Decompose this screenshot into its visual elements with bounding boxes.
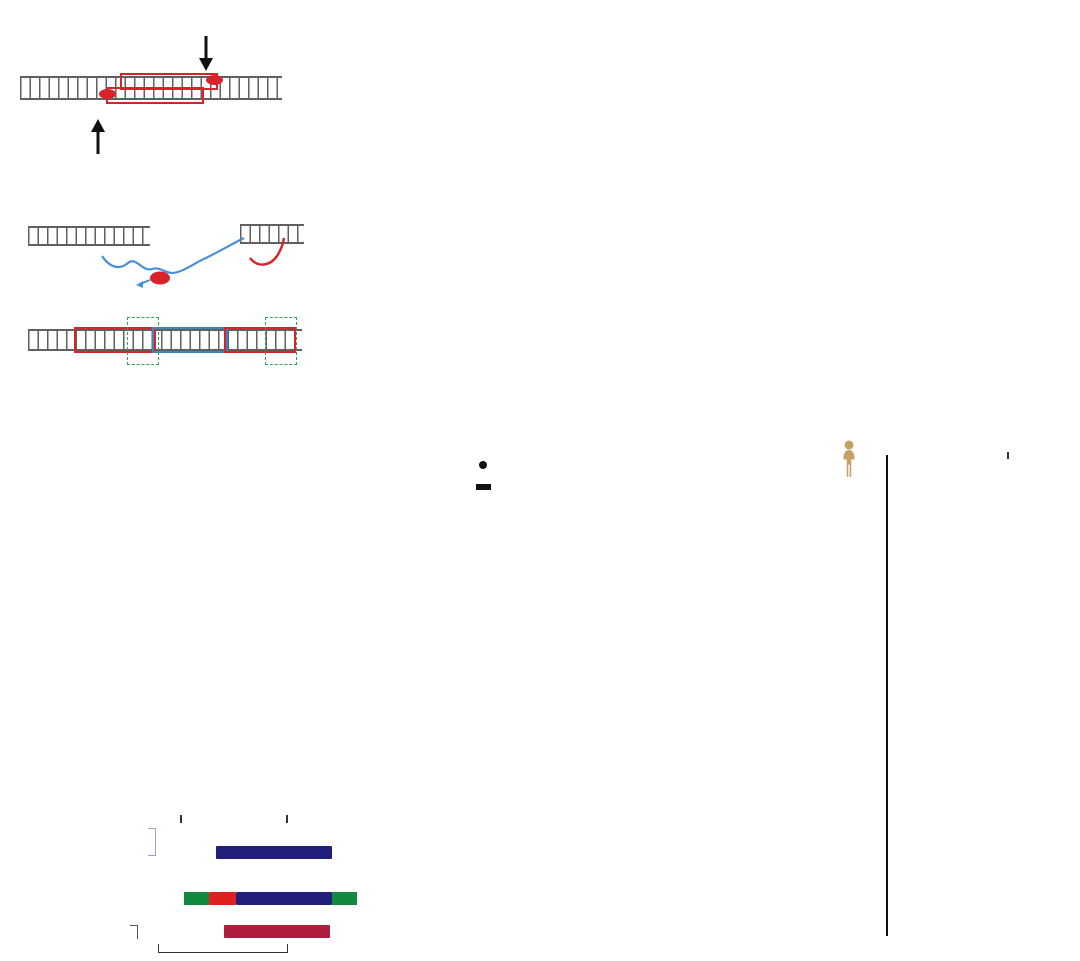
gene-mirna-circos <box>315 0 715 395</box>
rt-enzyme-icon <box>150 271 170 285</box>
mito-genome-circos <box>85 350 499 730</box>
n10-dashed-box <box>265 317 297 365</box>
count-bar-icon <box>476 484 491 490</box>
endonuclease-badge <box>206 75 223 85</box>
dna-ladder <box>20 76 282 100</box>
polya-track <box>209 892 236 905</box>
tsd-region-right <box>224 327 296 353</box>
dna-ladder <box>28 329 302 351</box>
n10-dashed-box <box>127 317 159 365</box>
human-label-bracket <box>130 925 138 939</box>
mammal-phylo-tree <box>470 390 1080 961</box>
vtrna-track <box>216 846 332 859</box>
retrogene-track <box>236 892 332 905</box>
histone-phylo-tree <box>660 0 1010 390</box>
alu-transcript-curve <box>101 237 245 274</box>
cleavage-region-bottom <box>106 87 204 104</box>
gene-label-bracket <box>148 828 156 856</box>
endonuclease-badge <box>99 89 116 99</box>
cleavage-arrow-up-icon <box>91 119 105 154</box>
coordinate-tick <box>180 815 182 823</box>
dna-ladder <box>240 224 304 244</box>
histone-count-colorbar <box>1002 28 1080 340</box>
cdna-curve <box>249 237 286 266</box>
tsd-region-left <box>74 327 156 353</box>
human-alignment-track <box>224 925 330 938</box>
percentage-axis <box>886 455 888 936</box>
tsd-box-left <box>184 892 209 905</box>
dna-ladder <box>28 226 150 246</box>
cleavage-arrow-down-icon <box>199 36 213 71</box>
rt-direction-arrowhead <box>136 281 143 288</box>
tsd-box-right <box>332 892 357 905</box>
reverse-transcription-diagram <box>101 237 286 288</box>
human-figure-icon <box>843 440 855 477</box>
new-alu-region <box>152 327 228 353</box>
families-dot-icon <box>479 461 487 469</box>
pct-5-tick <box>1007 452 1009 459</box>
coordinate-tick <box>286 815 288 823</box>
scalebar <box>158 944 288 953</box>
